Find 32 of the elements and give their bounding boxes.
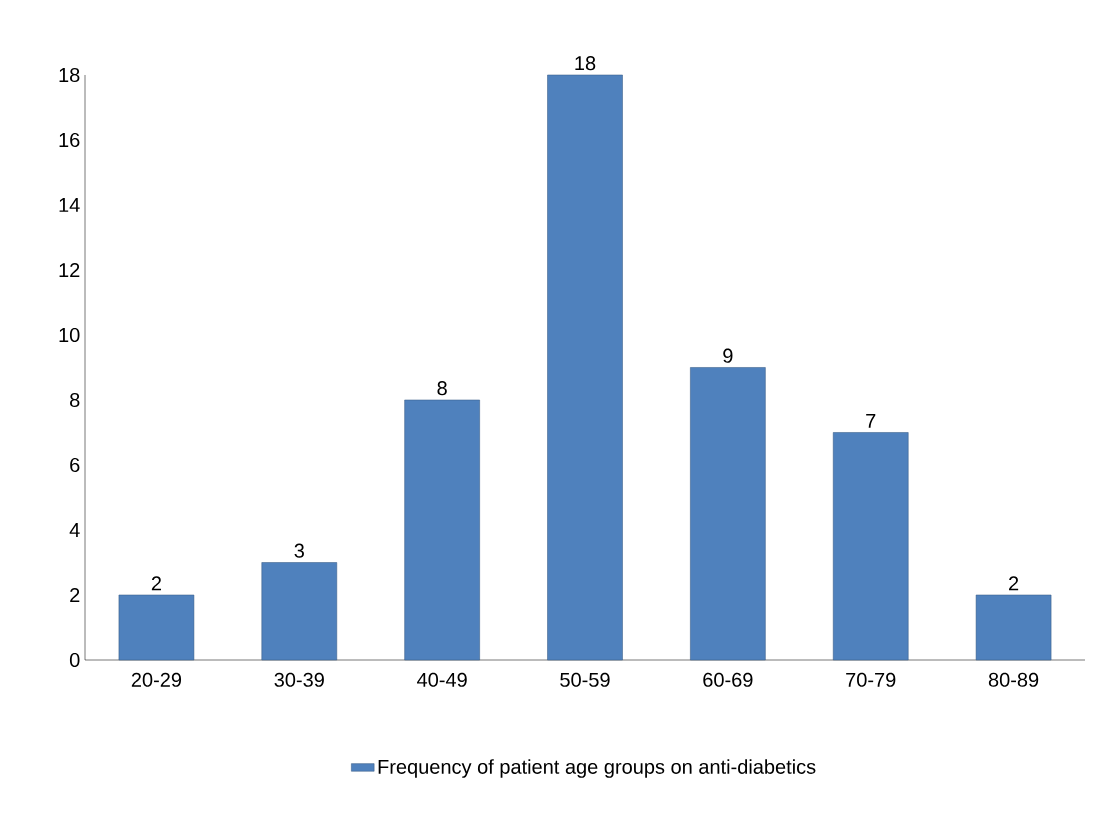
data-label: 8: [437, 381, 447, 396]
y-tick-label: 8: [70, 392, 80, 408]
bar: [404, 399, 480, 661]
legend-label: Frequency of patient age groups on anti-diabetics: [378, 759, 816, 778]
y-tick-label: 10: [59, 327, 80, 343]
data-label: 7: [866, 414, 876, 428]
x-tick-label: 40-49: [417, 672, 467, 687]
bar: [690, 367, 766, 661]
bar: [832, 432, 909, 661]
bar: [547, 74, 623, 661]
y-tick-label: 18: [59, 67, 80, 83]
data-label: 2: [1009, 576, 1019, 591]
y-tick-label: 12: [59, 263, 80, 277]
x-tick-label: 50-59: [560, 672, 610, 687]
data-label: 9: [723, 348, 733, 363]
data-label: 2: [151, 576, 161, 591]
data-label: 18: [575, 56, 596, 71]
x-tick-label: 80-89: [988, 672, 1039, 687]
y-tick-label: 14: [59, 198, 80, 212]
y-tick-label: 6: [70, 457, 80, 473]
bar: [975, 594, 1052, 661]
x-tick-label: 60-69: [703, 672, 753, 687]
y-tick-label: 0: [69, 652, 80, 668]
x-tick-label: 30-39: [274, 672, 324, 687]
bar: [261, 562, 338, 661]
y-tick-label: 4: [69, 523, 80, 537]
y-tick-label: 16: [59, 132, 80, 148]
x-tick-label: 70-79: [846, 672, 896, 687]
y-tick-label: 2: [70, 588, 80, 602]
bar: [118, 594, 195, 661]
x-tick-label: 20-29: [131, 672, 182, 687]
data-label: 3: [294, 543, 304, 558]
